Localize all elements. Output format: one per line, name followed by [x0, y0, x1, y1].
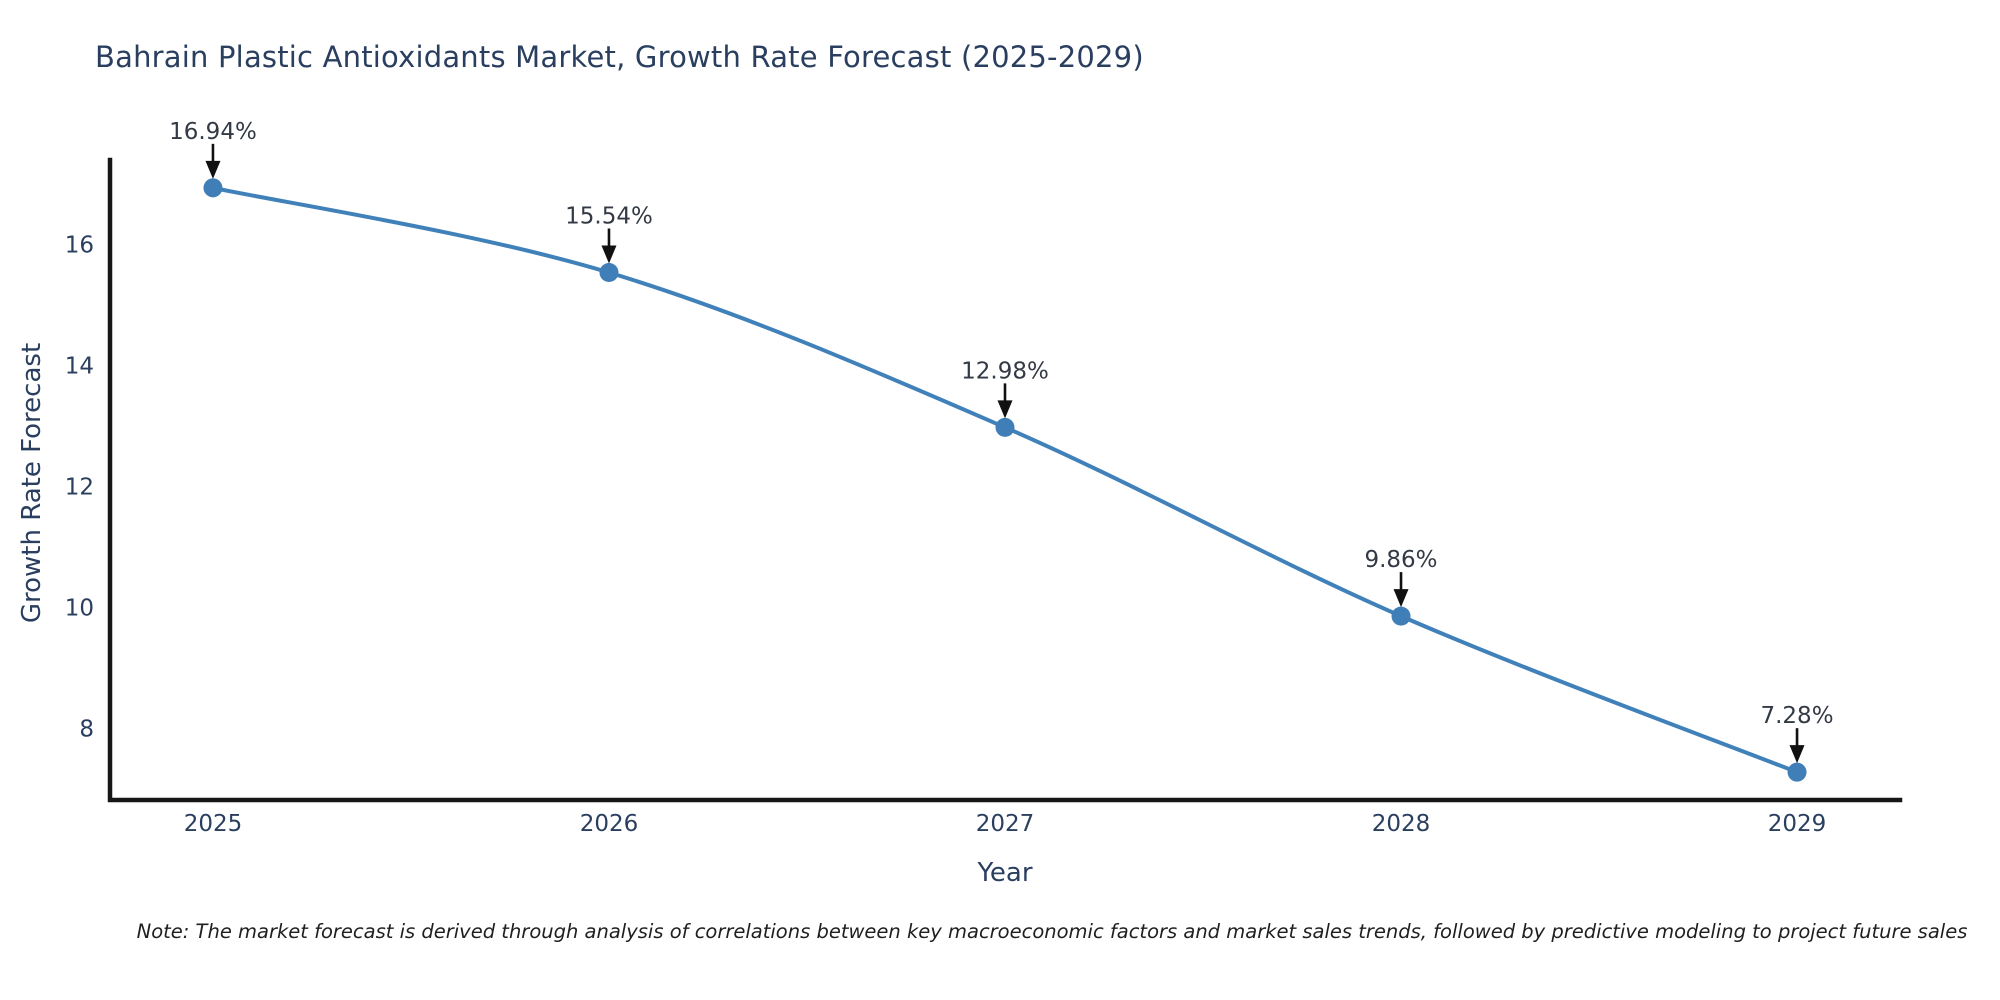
- x-tick-label: 2027: [976, 811, 1035, 837]
- y-tick-label: 10: [65, 596, 94, 622]
- data-point: [203, 178, 223, 198]
- annotation-arrow-head: [601, 245, 617, 264]
- point-value-label: 15.54%: [565, 204, 653, 230]
- data-point: [1391, 606, 1411, 626]
- point-value-label: 7.28%: [1760, 703, 1833, 729]
- chart-title: Bahrain Plastic Antioxidants Market, Gro…: [95, 40, 1144, 74]
- annotation-arrow-head: [205, 160, 221, 179]
- y-tick-label: 12: [65, 475, 94, 501]
- x-axis-title: Year: [977, 858, 1033, 888]
- data-point: [1787, 762, 1807, 782]
- annotation-arrow-head: [997, 400, 1013, 419]
- annotation-arrow-head: [1393, 589, 1409, 608]
- footnote: Note: The market forecast is derived thr…: [136, 920, 1968, 943]
- y-tick-label: 16: [65, 233, 94, 259]
- x-tick-label: 2025: [184, 811, 243, 837]
- series-line: [210, 185, 1800, 775]
- point-value-label: 9.86%: [1364, 547, 1437, 573]
- x-tick-label: 2028: [1372, 811, 1431, 837]
- y-tick-label: 8: [79, 717, 94, 743]
- axis-lines: [107, 157, 1903, 803]
- x-tick-label: 2026: [580, 811, 639, 837]
- annotation-arrow-head: [1789, 745, 1805, 764]
- y-tick-label: 14: [65, 354, 94, 380]
- x-tick-label: 2029: [1768, 811, 1827, 837]
- data-point: [599, 263, 619, 283]
- point-value-label: 12.98%: [961, 358, 1049, 384]
- data-point: [995, 417, 1015, 437]
- point-value-label: 16.94%: [169, 119, 257, 145]
